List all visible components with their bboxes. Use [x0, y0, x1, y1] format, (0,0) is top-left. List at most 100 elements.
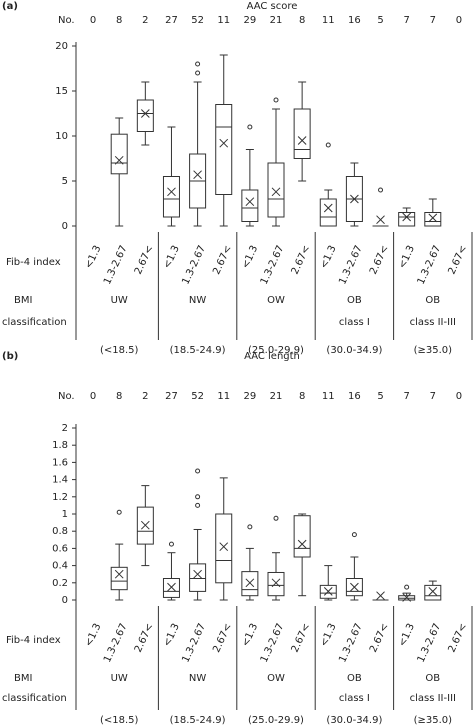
- count: 0: [90, 391, 96, 402]
- mean-marker: [245, 578, 255, 588]
- group-range: (<18.5): [100, 345, 139, 356]
- count: 8: [116, 391, 122, 402]
- box: [215, 513, 233, 584]
- y-tick-label: 0.4: [52, 561, 68, 572]
- counts-label: No.: [58, 15, 75, 26]
- box: [293, 515, 311, 558]
- count: 52: [191, 15, 204, 26]
- mean-marker: [376, 215, 385, 225]
- x-tick-label: 2.67<: [211, 622, 234, 654]
- box: [345, 578, 363, 597]
- x-tick-label: 2.67<: [133, 622, 156, 654]
- mean-marker: [114, 569, 124, 579]
- box: [136, 506, 154, 545]
- group-name: UW: [111, 673, 128, 684]
- mean-marker: [350, 582, 359, 592]
- count: 11: [322, 391, 335, 402]
- mean-marker: [376, 591, 385, 601]
- x-axis-label: Fib-4 index: [6, 257, 61, 268]
- x-tick-label: <1.3: [397, 244, 417, 271]
- x-tick-label: 2.67<: [290, 622, 313, 654]
- group-name: OB: [425, 295, 440, 306]
- box: [110, 566, 128, 591]
- outlier: [168, 541, 174, 547]
- mean-marker: [402, 212, 412, 222]
- count: 52: [191, 391, 204, 402]
- x-tick-label: 1.3-2.67: [337, 622, 365, 665]
- outlier: [378, 187, 384, 193]
- mean-marker: [350, 194, 359, 204]
- count: 2: [142, 391, 148, 402]
- group-name: OW: [267, 673, 285, 684]
- box: [136, 99, 154, 132]
- group-label-2: classification: [2, 317, 67, 328]
- outlier: [325, 142, 331, 148]
- group-range: (30.0-34.9): [326, 345, 382, 356]
- x-tick-label: 2.67<: [133, 244, 156, 276]
- count: 29: [243, 15, 256, 26]
- count: 8: [299, 15, 305, 26]
- mean-marker: [402, 593, 412, 602]
- count: 8: [299, 391, 305, 402]
- group-sub: class I: [339, 317, 370, 328]
- group-name: NW: [189, 295, 206, 306]
- x-tick-label: 1.3-2.67: [416, 244, 444, 287]
- y-tick-label: 0: [62, 221, 68, 232]
- y-tick-label: 0.2: [52, 578, 68, 589]
- count: 27: [165, 15, 178, 26]
- mean-marker: [167, 582, 176, 592]
- count: 21: [270, 15, 283, 26]
- outlier: [273, 97, 279, 103]
- x-tick-label: <1.3: [162, 244, 182, 271]
- x-tick-label: 1.3-2.67: [180, 622, 208, 665]
- x-tick-label: 2.67<: [446, 622, 469, 654]
- x-tick-label: 1.3-2.67: [259, 244, 287, 287]
- count: 5: [377, 15, 383, 26]
- box: [189, 563, 207, 592]
- mean-marker: [297, 539, 307, 549]
- group-name: OB: [347, 673, 362, 684]
- mean-marker: [219, 138, 229, 148]
- x-tick-label: 1.3-2.67: [102, 622, 130, 665]
- chart-title: AAC score: [247, 1, 298, 12]
- x-tick-label: <1.3: [240, 244, 260, 271]
- x-tick-label: 2.67<: [290, 244, 313, 276]
- outlier: [195, 468, 201, 474]
- mean-marker: [271, 578, 281, 588]
- y-tick-label: 10: [55, 131, 68, 142]
- mean-marker: [428, 213, 438, 223]
- count: 16: [348, 391, 361, 402]
- box: [267, 162, 285, 218]
- count: 27: [165, 391, 178, 402]
- count: 7: [430, 15, 436, 26]
- count: 7: [403, 15, 409, 26]
- x-tick-label: <1.3: [318, 622, 338, 649]
- group-sub: class II-III: [410, 693, 456, 704]
- x-tick-label: 1.3-2.67: [180, 244, 208, 287]
- box: [162, 578, 180, 598]
- x-tick-label: 1.3-2.67: [416, 622, 444, 665]
- y-tick-label: 1: [62, 509, 68, 520]
- y-tick-label: 0.8: [52, 526, 68, 537]
- mean-marker: [167, 187, 176, 197]
- mean-marker: [193, 170, 202, 180]
- mean-marker: [140, 520, 150, 530]
- x-tick-label: <1.3: [318, 244, 338, 271]
- box: [241, 189, 259, 222]
- count: 0: [456, 15, 462, 26]
- count: 16: [348, 15, 361, 26]
- count: 11: [322, 15, 335, 26]
- y-tick-label: 5: [62, 176, 68, 187]
- count: 2: [142, 15, 148, 26]
- count: 21: [270, 391, 283, 402]
- group-label: BMI: [14, 673, 32, 684]
- count: 7: [430, 391, 436, 402]
- box: [319, 584, 337, 599]
- group-range: (25.0-29.9): [248, 715, 304, 726]
- count: 0: [90, 15, 96, 26]
- box: [110, 133, 128, 175]
- x-tick-label: 2.67<: [368, 244, 391, 276]
- x-tick-label: <1.3: [83, 244, 103, 271]
- mean-marker: [323, 587, 333, 596]
